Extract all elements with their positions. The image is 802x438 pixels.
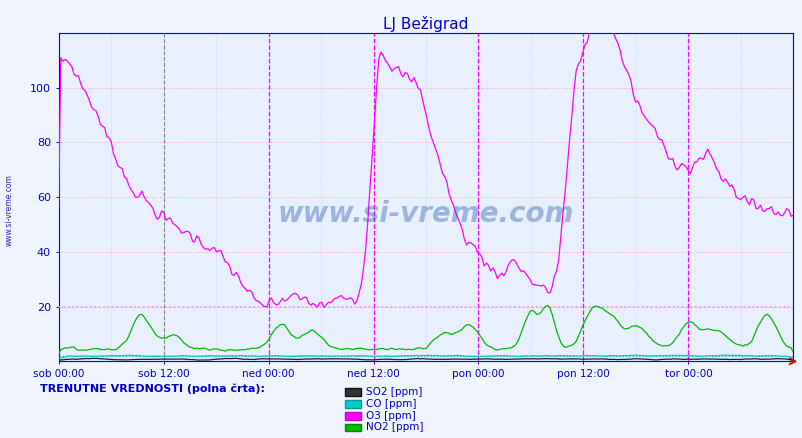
Text: O3 [ppm]: O3 [ppm] — [366, 411, 415, 420]
Text: NO2 [ppm]: NO2 [ppm] — [366, 423, 423, 432]
Text: www.si-vreme.com: www.si-vreme.com — [277, 200, 573, 227]
Text: CO [ppm]: CO [ppm] — [366, 399, 416, 409]
Text: SO2 [ppm]: SO2 [ppm] — [366, 387, 422, 397]
Text: TRENUTNE VREDNOSTI (polna črta):: TRENUTNE VREDNOSTI (polna črta): — [40, 384, 265, 394]
Text: www.si-vreme.com: www.si-vreme.com — [5, 174, 14, 246]
Title: LJ Bežigrad: LJ Bežigrad — [383, 16, 468, 32]
